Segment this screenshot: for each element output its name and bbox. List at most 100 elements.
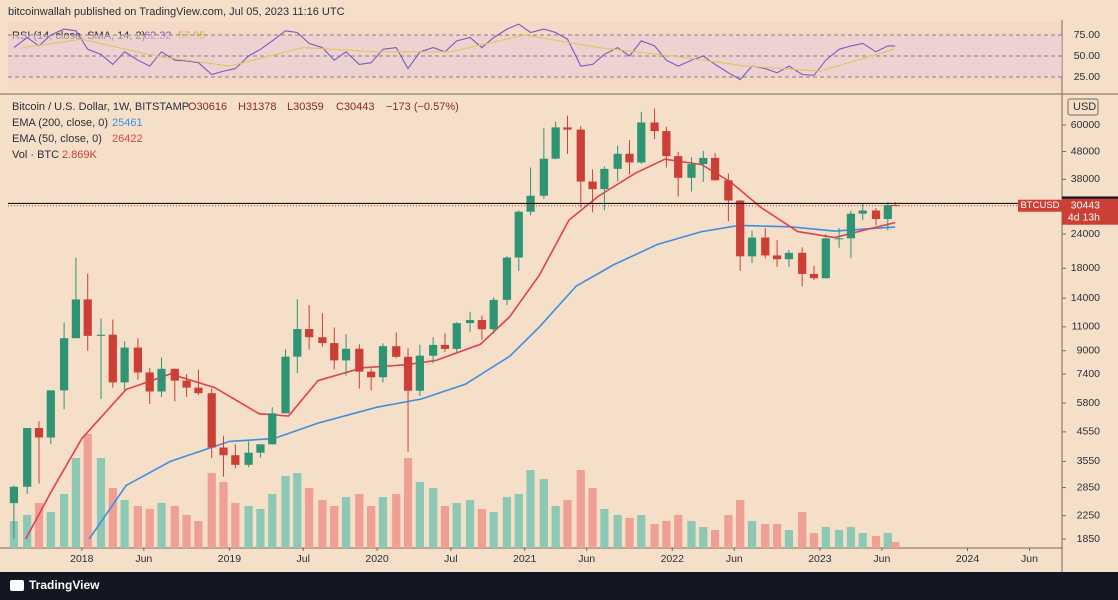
volume-bar: [798, 512, 807, 548]
y-tick-label: 2250: [1077, 509, 1101, 521]
y-tick-label: 50.00: [1074, 50, 1100, 62]
volume-bar: [59, 494, 69, 548]
candle-body: [182, 380, 191, 388]
plot: 75.00 50.00 25.00 1850 2250 2850 3550 4550 5800 7…: [8, 23, 1118, 565]
candle-body: [96, 334, 106, 336]
volume-bar: [858, 533, 867, 548]
candle-body: [772, 255, 782, 260]
volume-bar: [809, 533, 819, 548]
ohlc-change: −173 (−0.57%): [386, 101, 459, 113]
volume-bar: [834, 530, 844, 548]
candle-body: [305, 329, 314, 338]
volume-bar: [551, 506, 560, 548]
candle-body: [281, 356, 290, 414]
volume-bar: [452, 503, 461, 548]
volume-bar: [761, 524, 770, 548]
y-tick-label: 60000: [1071, 119, 1100, 131]
y-tick-label: 4550: [1077, 426, 1101, 438]
y-tick-label: 2850: [1077, 481, 1101, 493]
volume-bar: [588, 488, 597, 548]
volume-bar: [367, 506, 376, 548]
volume-bar: [563, 500, 572, 548]
candle-body: [699, 157, 708, 165]
volume-bar: [772, 524, 782, 548]
volume-bar: [477, 509, 486, 548]
volume-bar: [392, 494, 401, 548]
y-tick-label: 75.00: [1074, 29, 1100, 41]
volume-bar: [650, 524, 659, 548]
volume-bar: [23, 515, 32, 548]
candle-body: [145, 372, 154, 392]
volume-bar: [883, 533, 892, 548]
candle-body: [489, 299, 498, 330]
volume-bar: [219, 482, 228, 548]
legend-label: EMA (50, close, 0): [12, 133, 102, 145]
symbol-label: BTCUSD: [1020, 200, 1059, 211]
volume-bar: [539, 479, 548, 548]
volume-bar: [662, 521, 671, 548]
candle-body: [710, 157, 720, 181]
x-tick-label: Jun: [135, 553, 152, 565]
y-tick-label: 1850: [1077, 533, 1101, 545]
candle-body: [34, 428, 44, 438]
y-tick-label: 48000: [1071, 145, 1100, 157]
candle-body: [891, 205, 900, 207]
candle-body: [662, 131, 671, 157]
volume-bar: [637, 515, 646, 548]
candle-body: [219, 447, 228, 456]
volume-bar: [341, 497, 351, 548]
candle-body: [23, 428, 32, 487]
candle-body: [563, 127, 572, 130]
candle-body: [784, 252, 794, 260]
candle-body: [821, 238, 830, 279]
volume-bar: [108, 488, 117, 548]
candle-body: [120, 347, 129, 383]
volume-bar: [871, 536, 881, 548]
candle-body: [71, 299, 81, 339]
currency-box[interactable]: [1067, 98, 1099, 116]
volume-bar: [145, 509, 154, 548]
volume-bar: [170, 506, 179, 548]
countdown: 4d 13h: [1068, 212, 1100, 224]
volume-bar: [268, 494, 277, 548]
legend-label: EMA (200, close, 0): [12, 117, 108, 129]
volume-bar: [891, 542, 900, 548]
x-tick-label: Jul: [297, 553, 310, 565]
x-tick-label: 2022: [661, 553, 685, 565]
candle-body: [9, 486, 19, 504]
candle-body: [502, 257, 512, 300]
currency: USD: [1073, 101, 1096, 113]
volume-bar: [330, 506, 339, 548]
candle-body: [514, 211, 523, 258]
ohlc-close: C30443: [336, 101, 375, 113]
candle-body: [871, 210, 881, 220]
volume-bar: [724, 515, 733, 548]
volume-bar: [625, 518, 634, 548]
candle-body: [637, 122, 646, 163]
volume-bar: [699, 527, 708, 548]
candle-body: [46, 390, 55, 438]
volume-bar: [440, 506, 450, 548]
x-tick-label: Jun: [726, 553, 743, 565]
candle-body: [588, 181, 597, 190]
legend-label: Vol · BTC: [12, 149, 59, 161]
candle-body: [600, 168, 609, 190]
candle-body: [429, 344, 438, 356]
candle-body: [170, 368, 179, 381]
candle-body: [551, 127, 560, 159]
y-tick-label: 5800: [1077, 397, 1101, 409]
candle-body: [330, 343, 339, 361]
x-tick-label: 2024: [956, 553, 980, 565]
candle-body: [83, 299, 92, 336]
volume-bar: [403, 458, 413, 548]
legend-value: 26422: [112, 133, 143, 145]
candle-body: [650, 122, 659, 132]
volume-bar: [231, 503, 240, 548]
x-tick-label: 2023: [808, 553, 832, 565]
volume-bar: [355, 494, 364, 548]
price-title: Bitcoin / U.S. Dollar, 1W, BITSTAMP: [12, 101, 189, 113]
x-tick-label: 2020: [365, 553, 389, 565]
legend-value: 25461: [112, 117, 143, 129]
volume-bar: [514, 494, 523, 548]
